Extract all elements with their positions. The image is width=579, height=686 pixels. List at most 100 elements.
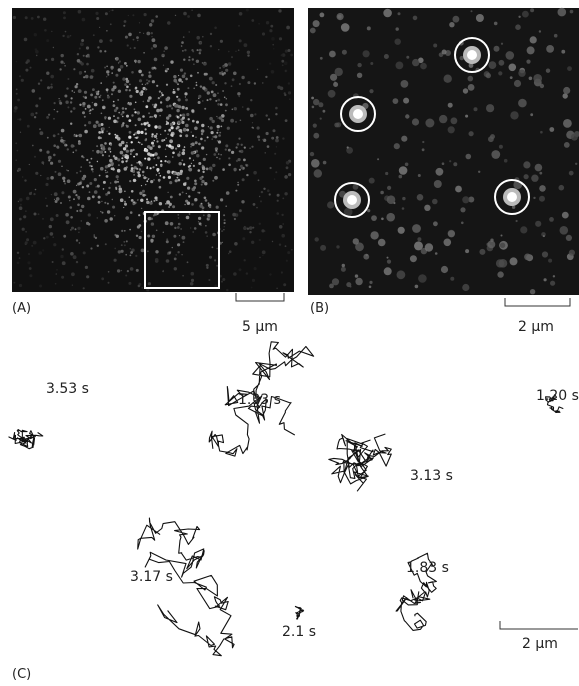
speckle xyxy=(151,19,154,22)
speckle xyxy=(535,164,543,172)
speckle xyxy=(242,106,244,108)
speckle xyxy=(162,56,163,57)
speckle xyxy=(112,9,114,11)
speckle xyxy=(53,47,54,48)
speckle xyxy=(180,114,182,116)
speckle xyxy=(347,146,349,148)
speckle xyxy=(243,226,247,230)
speckle xyxy=(182,236,186,240)
speckle xyxy=(281,271,283,273)
speckle xyxy=(234,170,236,172)
speckle xyxy=(25,16,28,19)
speckle xyxy=(342,264,345,267)
speckle xyxy=(70,35,72,37)
speckle xyxy=(328,90,336,98)
speckle xyxy=(206,267,208,269)
speckle xyxy=(17,119,18,120)
speckle xyxy=(53,118,55,120)
speckle xyxy=(62,177,65,180)
duration-label: 3.13 s xyxy=(410,468,453,484)
speckle xyxy=(272,241,273,242)
speckle xyxy=(412,224,421,233)
speckle xyxy=(213,93,217,97)
speckle xyxy=(448,103,453,108)
speckle xyxy=(186,193,187,194)
speckle xyxy=(499,60,505,66)
speckle xyxy=(490,134,495,139)
speckle xyxy=(137,130,141,134)
speckle xyxy=(125,89,128,92)
speckle xyxy=(224,226,225,227)
speckle xyxy=(201,180,204,183)
speckle xyxy=(469,131,474,136)
speckle xyxy=(455,186,462,193)
speckle xyxy=(378,239,386,247)
speckle xyxy=(179,135,182,138)
speckle xyxy=(101,201,102,202)
speckle xyxy=(546,69,550,73)
speckle xyxy=(202,206,205,209)
speckle xyxy=(179,129,182,132)
speckle xyxy=(168,22,170,24)
speckle xyxy=(569,250,575,256)
speckle xyxy=(209,206,211,208)
speckle xyxy=(99,27,100,28)
speckle xyxy=(246,272,248,274)
speckle xyxy=(118,250,121,253)
speckle xyxy=(128,136,131,139)
speckle xyxy=(211,131,214,134)
speckle xyxy=(193,88,195,90)
speckle xyxy=(87,54,90,57)
speckle xyxy=(145,149,148,152)
speckle xyxy=(320,118,322,120)
speckle xyxy=(113,115,115,117)
speckle xyxy=(176,96,178,98)
speckle xyxy=(97,245,99,247)
speckle xyxy=(177,116,179,118)
speckle xyxy=(190,143,192,145)
speckle xyxy=(254,82,256,84)
speckle xyxy=(46,236,49,239)
speckle xyxy=(235,51,236,52)
speckle xyxy=(284,61,288,65)
speckle xyxy=(246,174,248,176)
speckle xyxy=(65,213,69,217)
trajectory xyxy=(295,606,303,619)
speckle xyxy=(152,145,155,148)
speckle xyxy=(147,157,150,160)
speckle xyxy=(50,162,53,165)
speckle xyxy=(188,118,190,120)
trajectory xyxy=(9,430,43,449)
speckle xyxy=(106,175,109,178)
speckle xyxy=(207,136,209,138)
speckle xyxy=(216,265,218,267)
speckle xyxy=(201,184,203,186)
speckle xyxy=(181,254,182,255)
speckle xyxy=(126,65,128,67)
speckle xyxy=(269,193,271,195)
speckle xyxy=(231,151,234,154)
speckle xyxy=(180,69,183,72)
speckle xyxy=(270,167,272,169)
speckle xyxy=(235,121,237,123)
speckle xyxy=(121,244,123,246)
speckle xyxy=(90,75,94,79)
speckle xyxy=(55,283,57,285)
speckle xyxy=(417,194,424,201)
speckle xyxy=(70,252,74,256)
speckle xyxy=(148,96,152,100)
speckle xyxy=(202,165,204,167)
speckle xyxy=(48,156,52,160)
speckle xyxy=(183,59,185,61)
scale-label: 2 μm xyxy=(518,319,554,335)
speckle xyxy=(130,211,133,214)
speckle xyxy=(201,146,204,149)
speckle xyxy=(29,192,32,195)
speckle xyxy=(247,228,249,230)
speckle xyxy=(105,165,108,168)
speckle xyxy=(25,210,27,212)
speckle xyxy=(158,125,162,129)
speckle xyxy=(121,157,123,159)
speckle xyxy=(183,163,185,165)
speckle xyxy=(47,86,50,89)
